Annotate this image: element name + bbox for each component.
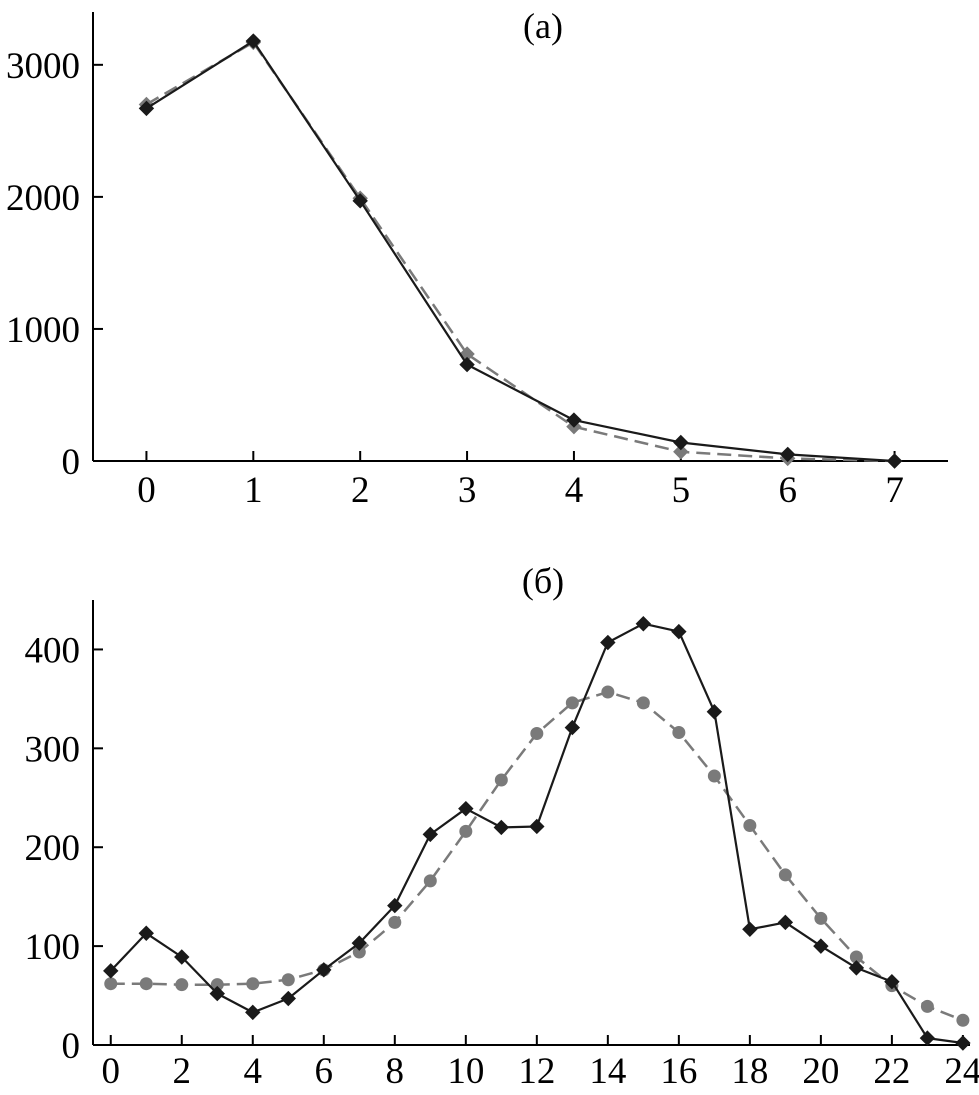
series-2-point-b: [672, 726, 686, 740]
x-tick-label-b: 16: [660, 1051, 697, 1092]
chart-panel-a: (a) 0 1 2 3 4 5 6 7 0 1000 2000 3000: [6, 6, 948, 511]
series-2-a: [138, 34, 903, 469]
series-2-point-b: [388, 915, 402, 929]
series-1-point-a: [779, 446, 796, 463]
series-2-point-b: [352, 945, 366, 959]
series-1-point-a: [886, 453, 903, 469]
series-1-point-b: [635, 616, 652, 632]
y-tick-label-b: 300: [25, 729, 81, 770]
chart-title-b: (б): [522, 561, 564, 601]
series-2-point-b: [423, 874, 437, 888]
series-1-point-a: [566, 412, 582, 428]
series-2-b: [104, 685, 970, 1027]
x-tick-label-b: 20: [802, 1051, 839, 1092]
series-1-point-b: [600, 634, 616, 651]
x-tick-label-b: 14: [589, 1051, 626, 1092]
x-tick-label-a: 7: [885, 470, 904, 511]
y-tick-label-b: 100: [25, 927, 81, 968]
x-tick-label-a: 5: [672, 470, 691, 511]
y-tick-label-a: 3000: [6, 46, 80, 87]
x-tick-label-a: 1: [244, 470, 263, 511]
x-tick-label-b: 22: [873, 1051, 910, 1092]
series-2-point-b: [565, 696, 579, 710]
series-2-point-b: [920, 999, 934, 1013]
series-1-point-b: [245, 1004, 261, 1021]
series-2-point-b: [281, 973, 295, 987]
series-2-line-a: [145, 41, 895, 463]
x-tick-label-b: 6: [315, 1051, 334, 1092]
series-1-point-b: [387, 897, 403, 914]
series-1-point-b: [706, 704, 723, 720]
series-2-point-b: [139, 977, 153, 991]
series-1-point-b: [138, 925, 154, 941]
series-2-point-b: [104, 977, 118, 991]
series-1-point-b: [564, 719, 581, 736]
series-1-b: [103, 616, 971, 1051]
series-1-point-b: [777, 914, 794, 931]
series-1-point-b: [884, 974, 900, 990]
series-1-point-a: [352, 193, 368, 209]
series-2-point-b: [210, 978, 224, 992]
series-1-point-b: [742, 921, 758, 938]
series-1-point-b: [955, 1035, 971, 1051]
series-2-point-b: [494, 773, 508, 787]
series-2-point-b: [707, 769, 721, 783]
y-tick-label-b: 200: [25, 828, 81, 869]
x-tick-label-b: 18: [731, 1051, 768, 1092]
series-1-point-b: [174, 949, 190, 965]
x-tick-label-a: 6: [778, 470, 797, 511]
x-tick-label-a: 4: [565, 470, 584, 511]
series-1-point-b: [529, 818, 545, 835]
x-tick-label-b: 2: [173, 1051, 192, 1092]
y-tick-label-a: 0: [62, 442, 81, 483]
x-tick-label-b: 24: [944, 1051, 979, 1092]
series-1-point-b: [351, 935, 368, 951]
y-tick-label-a: 1000: [6, 310, 80, 351]
x-tick-label-b: 8: [386, 1051, 405, 1092]
y-tick-label-b: 400: [25, 630, 81, 671]
x-tick-label-b: 12: [518, 1051, 555, 1092]
series-1-line-a: [145, 39, 895, 463]
series-2-point-b: [849, 950, 863, 964]
y-tick-label-b: 0: [62, 1026, 81, 1067]
series-2-point-b: [778, 868, 792, 882]
series-1-point-b: [280, 990, 296, 1007]
x-tick-label-b: 0: [102, 1051, 121, 1092]
series-1-point-a: [459, 356, 475, 373]
series-2-point-b: [636, 696, 650, 710]
series-1-point-b: [919, 1030, 936, 1046]
series-2-point-b: [743, 818, 757, 832]
series-2-point-b: [601, 685, 615, 699]
series-2-point-b: [530, 727, 544, 740]
series-2-line-b: [110, 690, 964, 1022]
series-1-point-b: [493, 819, 510, 836]
series-2-point-b: [246, 977, 260, 991]
series-2-point-b: [175, 978, 189, 992]
series-2-point-b: [956, 1013, 970, 1027]
series-1-point-b: [103, 963, 119, 979]
series-2-point-b: [459, 824, 473, 838]
series-1-point-b: [671, 623, 687, 640]
series-1-point-a: [245, 33, 262, 49]
series-1-point-b: [848, 960, 865, 976]
x-tick-label-a: 3: [458, 470, 477, 511]
series-1-point-b: [422, 826, 439, 843]
x-tick-label-a: 2: [351, 470, 370, 511]
series-2-point-a: [673, 444, 689, 460]
x-tick-label-b: 4: [244, 1051, 263, 1092]
series-1-point-b: [458, 800, 474, 817]
x-tick-label-a: 0: [137, 470, 156, 511]
series-1-point-b: [813, 938, 829, 954]
series-1-point-b: [209, 985, 225, 1002]
series-2-point-b: [814, 911, 828, 925]
series-1-point-b: [316, 962, 332, 978]
chart-title-a: (a): [523, 6, 563, 46]
series-1-point-a: [673, 434, 689, 451]
series-1-a: [138, 33, 903, 469]
x-tick-label-b: 10: [447, 1051, 484, 1092]
series-1-point-a: [138, 100, 155, 117]
y-tick-label-a: 2000: [6, 178, 80, 219]
